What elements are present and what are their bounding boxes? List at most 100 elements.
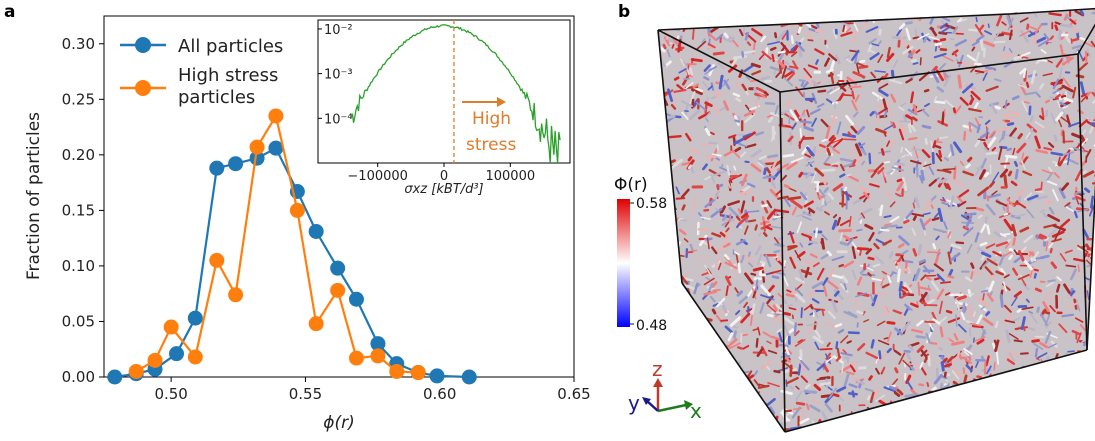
particle-bond — [702, 11, 713, 12]
particle-bond — [920, 261, 925, 263]
particle-bond — [911, 93, 913, 103]
inset-annotation-line2: stress — [466, 135, 516, 155]
particle-bond — [738, 10, 741, 13]
particle-bond — [1027, 83, 1028, 87]
particle-bond — [1050, 13, 1061, 15]
particle-bond — [1079, 372, 1083, 373]
particle-bond — [658, 227, 659, 237]
particle-bond — [920, 385, 924, 386]
particle-bond — [989, 24, 990, 27]
particle-bond — [800, 173, 802, 176]
particle-bond — [923, 417, 928, 421]
particle-bond — [666, 210, 676, 216]
particle-bond — [1015, 9, 1016, 12]
particle-bond — [671, 425, 673, 429]
particle-bond — [788, 246, 795, 247]
data-point-1 — [290, 203, 305, 218]
particle-bond — [945, 365, 950, 367]
particle-bond — [766, 103, 774, 104]
particle-bond — [988, 401, 991, 408]
particle-bond — [1091, 417, 1095, 422]
particle-bond — [1090, 335, 1095, 338]
particle-bond — [948, 276, 953, 277]
particle-bond — [964, 132, 965, 139]
data-point-0 — [349, 292, 364, 307]
particle-bond — [914, 106, 916, 113]
particle-bond — [940, 33, 947, 34]
particle-bond — [1057, 285, 1059, 291]
particle-bond — [1013, 97, 1018, 99]
particle-bond — [797, 403, 804, 404]
y-tick-label: 0.15 — [62, 201, 95, 219]
y-tick-label: 0.05 — [62, 312, 95, 330]
particle-bond — [933, 153, 934, 163]
particle-bond — [1075, 407, 1078, 415]
particle-bond — [989, 378, 992, 388]
particle-bond — [891, 406, 897, 415]
particle-bond — [832, 394, 838, 396]
particle-bond — [749, 220, 755, 221]
particle-bond — [800, 129, 801, 138]
particle-bond — [971, 99, 973, 104]
particle-bond — [936, 102, 945, 103]
inset-x-axis-label: σxz [kBT/d³] — [404, 182, 483, 197]
data-point-0 — [430, 368, 445, 383]
particle-bond — [896, 164, 904, 165]
particle-bond — [655, 223, 656, 234]
particle-bond — [840, 265, 843, 266]
particle-bond — [702, 400, 708, 409]
particle-bond — [1026, 425, 1032, 429]
inset-annotation-line1: High — [472, 109, 511, 129]
particle-bond — [1026, 426, 1030, 428]
particle-bond — [822, 309, 823, 315]
particle-bond — [764, 233, 766, 235]
particle-bond — [914, 217, 915, 220]
particle-bond — [931, 343, 937, 344]
particle-bond — [761, 421, 772, 423]
particle-bond — [893, 38, 905, 39]
particle-bond — [769, 118, 772, 122]
data-point-1 — [164, 320, 179, 335]
particle-bond — [858, 249, 868, 250]
particle-bond — [1050, 380, 1057, 387]
particle-bond — [907, 23, 912, 24]
particle-bond — [1002, 55, 1012, 56]
particle-network-image — [650, 0, 1095, 437]
particle-bond — [927, 278, 930, 280]
particle-bond — [754, 393, 758, 404]
particle-bond — [699, 10, 702, 12]
particle-bond — [963, 304, 964, 311]
particle-bond — [678, 408, 681, 409]
data-point-0 — [228, 156, 243, 171]
particle-bond — [828, 11, 837, 16]
particle-bond — [663, 304, 668, 312]
particle-bond — [669, 324, 672, 329]
inset-frame — [318, 20, 570, 163]
particle-bond — [774, 17, 779, 24]
particle-bond — [719, 345, 730, 347]
particle-bond — [981, 243, 986, 245]
particle-bond — [1046, 101, 1049, 103]
particle-bond — [799, 80, 805, 81]
particle-bond — [708, 10, 718, 13]
particle-bond — [914, 408, 916, 411]
particle-bond — [923, 126, 930, 128]
data-point-1 — [129, 364, 144, 379]
particle-bond — [979, 423, 983, 431]
data-point-1 — [389, 364, 404, 379]
particle-bond — [718, 348, 722, 353]
particle-bond — [944, 393, 953, 401]
particle-bond — [662, 263, 665, 265]
particle-bond — [985, 173, 988, 176]
particle-bond — [1073, 39, 1078, 40]
particle-bond — [856, 5, 863, 11]
particle-bond — [1050, 430, 1056, 431]
particle-bond — [768, 315, 772, 316]
particle-bond — [801, 39, 803, 41]
particle-bond — [885, 216, 891, 217]
particle-bond — [1008, 124, 1013, 125]
particle-bond — [1011, 385, 1013, 388]
particle-bond — [746, 33, 748, 39]
inset-x-tick-label: −100000 — [347, 169, 408, 184]
particle-bond — [1041, 182, 1042, 188]
